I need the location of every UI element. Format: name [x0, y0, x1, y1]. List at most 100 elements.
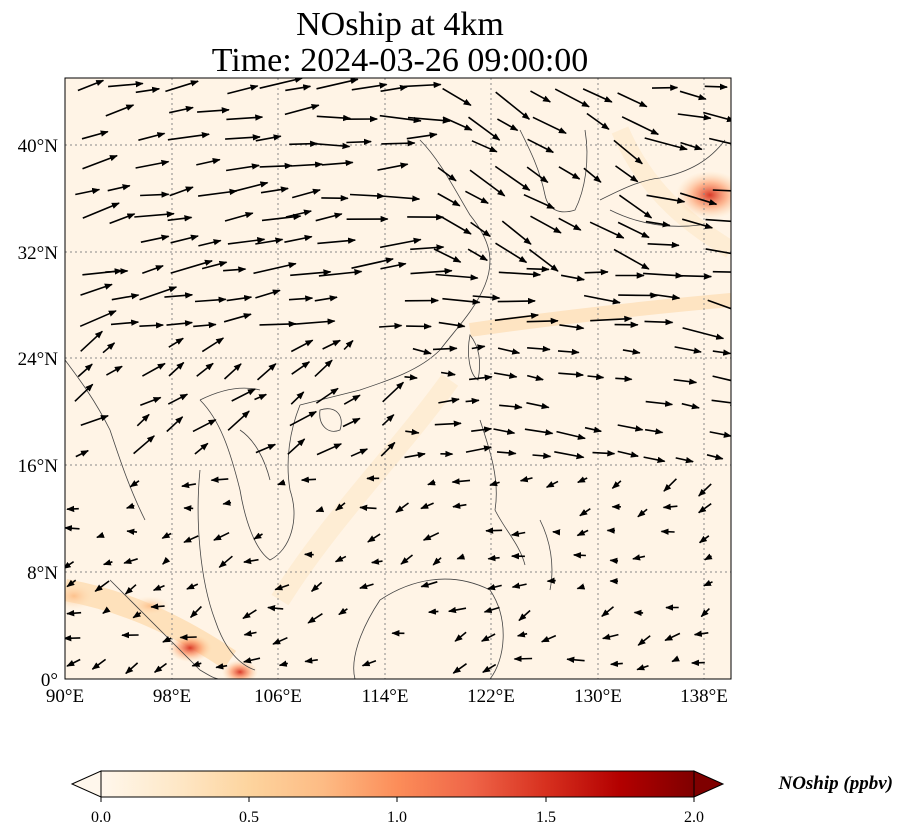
- wind-arrow: [434, 420, 462, 427]
- wind-arrow: [132, 611, 142, 619]
- wind-arrow: [407, 116, 451, 124]
- y-tick-label: 32°N: [18, 243, 59, 264]
- wind-arrow: [706, 453, 724, 461]
- wind-arrow: [317, 237, 356, 245]
- wind-arrow: [526, 317, 559, 325]
- wind-arrow: [351, 257, 394, 269]
- wind-arrow: [554, 88, 590, 108]
- wind-arrow: [259, 78, 303, 89]
- wind-arrow: [673, 378, 698, 385]
- wind-arrow: [527, 345, 551, 353]
- wind-arrow: [621, 116, 660, 136]
- wind-arrow: [577, 476, 588, 484]
- colorbar-tick-label: 2.0: [684, 809, 704, 826]
- wind-arrow: [524, 428, 554, 436]
- wind-arrow: [139, 286, 178, 301]
- wind-arrow: [74, 383, 94, 402]
- wind-arrow: [315, 506, 325, 513]
- wind-arrow: [546, 577, 556, 584]
- wind-arrow: [471, 426, 493, 433]
- x-tick-label: 98°E: [153, 686, 191, 707]
- wind-arrow: [110, 319, 140, 326]
- wind-arrow: [497, 347, 521, 355]
- wind-arrow: [198, 239, 222, 247]
- wind-arrow: [102, 559, 113, 566]
- wind-arrow: [314, 142, 351, 150]
- wind-arrow: [451, 478, 471, 485]
- wind-arrow: [66, 609, 82, 617]
- colorbar-extend-min: [70, 770, 102, 798]
- wind-arrow: [576, 529, 589, 537]
- wind-arrow: [528, 248, 559, 272]
- wind-arrow: [584, 426, 602, 433]
- wind-arrow: [519, 475, 533, 483]
- wind-arrow: [465, 445, 492, 453]
- wind-arrow: [314, 295, 338, 302]
- wind-arrow: [80, 283, 113, 296]
- wind-arrow: [75, 449, 89, 458]
- colorbar-tick-label: 1.0: [387, 809, 407, 826]
- wind-arrow: [169, 105, 194, 114]
- wind-arrow: [242, 609, 257, 620]
- wind-arrow: [290, 339, 314, 353]
- wind-arrow: [91, 658, 107, 670]
- wind-arrow: [712, 270, 731, 273]
- wind-arrow: [442, 116, 473, 131]
- wind-arrow: [637, 635, 651, 646]
- wind-arrow: [518, 609, 531, 622]
- wind-arrow: [140, 234, 170, 243]
- wind-arrow: [316, 78, 359, 90]
- wind-arrow: [65, 525, 80, 532]
- wind-arrow: [494, 165, 531, 191]
- wind-arrow: [285, 209, 312, 218]
- wind-arrow: [255, 289, 281, 299]
- wind-arrow: [109, 213, 136, 225]
- wind-arrow: [511, 582, 527, 589]
- wind-arrow: [545, 480, 559, 489]
- wind-arrow: [167, 215, 193, 222]
- wind-arrow: [497, 118, 519, 132]
- wind-arrow: [435, 273, 479, 281]
- wind-arrow: [223, 363, 242, 380]
- wind-arrow: [406, 132, 438, 140]
- wind-arrow: [643, 456, 666, 464]
- wind-arrow: [380, 84, 408, 92]
- wind-arrow: [660, 528, 675, 535]
- wind-arrow: [170, 259, 213, 274]
- wind-arrow: [133, 435, 155, 455]
- wind-arrow: [165, 80, 199, 93]
- wind-arrow: [351, 82, 388, 91]
- wind-arrow: [703, 579, 713, 587]
- wind-arrow: [193, 321, 217, 329]
- wind-arrow: [322, 339, 341, 350]
- wind-arrow: [440, 370, 456, 377]
- y-tick-label: 0°: [41, 670, 58, 691]
- wind-arrow: [227, 237, 266, 245]
- wind-arrow: [166, 320, 193, 327]
- wind-arrow: [227, 410, 250, 431]
- wind-arrow: [404, 451, 426, 459]
- wind-arrow: [647, 241, 680, 249]
- wind-arrow: [427, 479, 436, 486]
- wind-arrow: [698, 483, 712, 497]
- wind-arrow: [566, 656, 585, 664]
- wind-arrow: [142, 265, 164, 275]
- wind-arrow: [644, 428, 664, 435]
- x-tick-label: 138°E: [680, 686, 728, 707]
- wind-arrow: [108, 80, 144, 88]
- wind-arrow: [615, 375, 633, 383]
- wind-arrow: [267, 604, 284, 612]
- wind-arrow: [501, 220, 532, 245]
- wind-arrow: [499, 403, 523, 410]
- wind-arrow: [709, 431, 731, 438]
- wind-arrow: [489, 480, 500, 487]
- wind-arrow: [359, 583, 374, 590]
- wind-arrow: [532, 116, 567, 135]
- wind-arrow: [379, 322, 403, 330]
- wind-arrow: [377, 162, 409, 171]
- wind-arrow: [287, 438, 306, 455]
- x-tick-label: 122°E: [467, 686, 515, 707]
- wind-arrow: [179, 634, 197, 641]
- wind-arrow: [452, 663, 467, 674]
- wind-arrow: [644, 137, 688, 151]
